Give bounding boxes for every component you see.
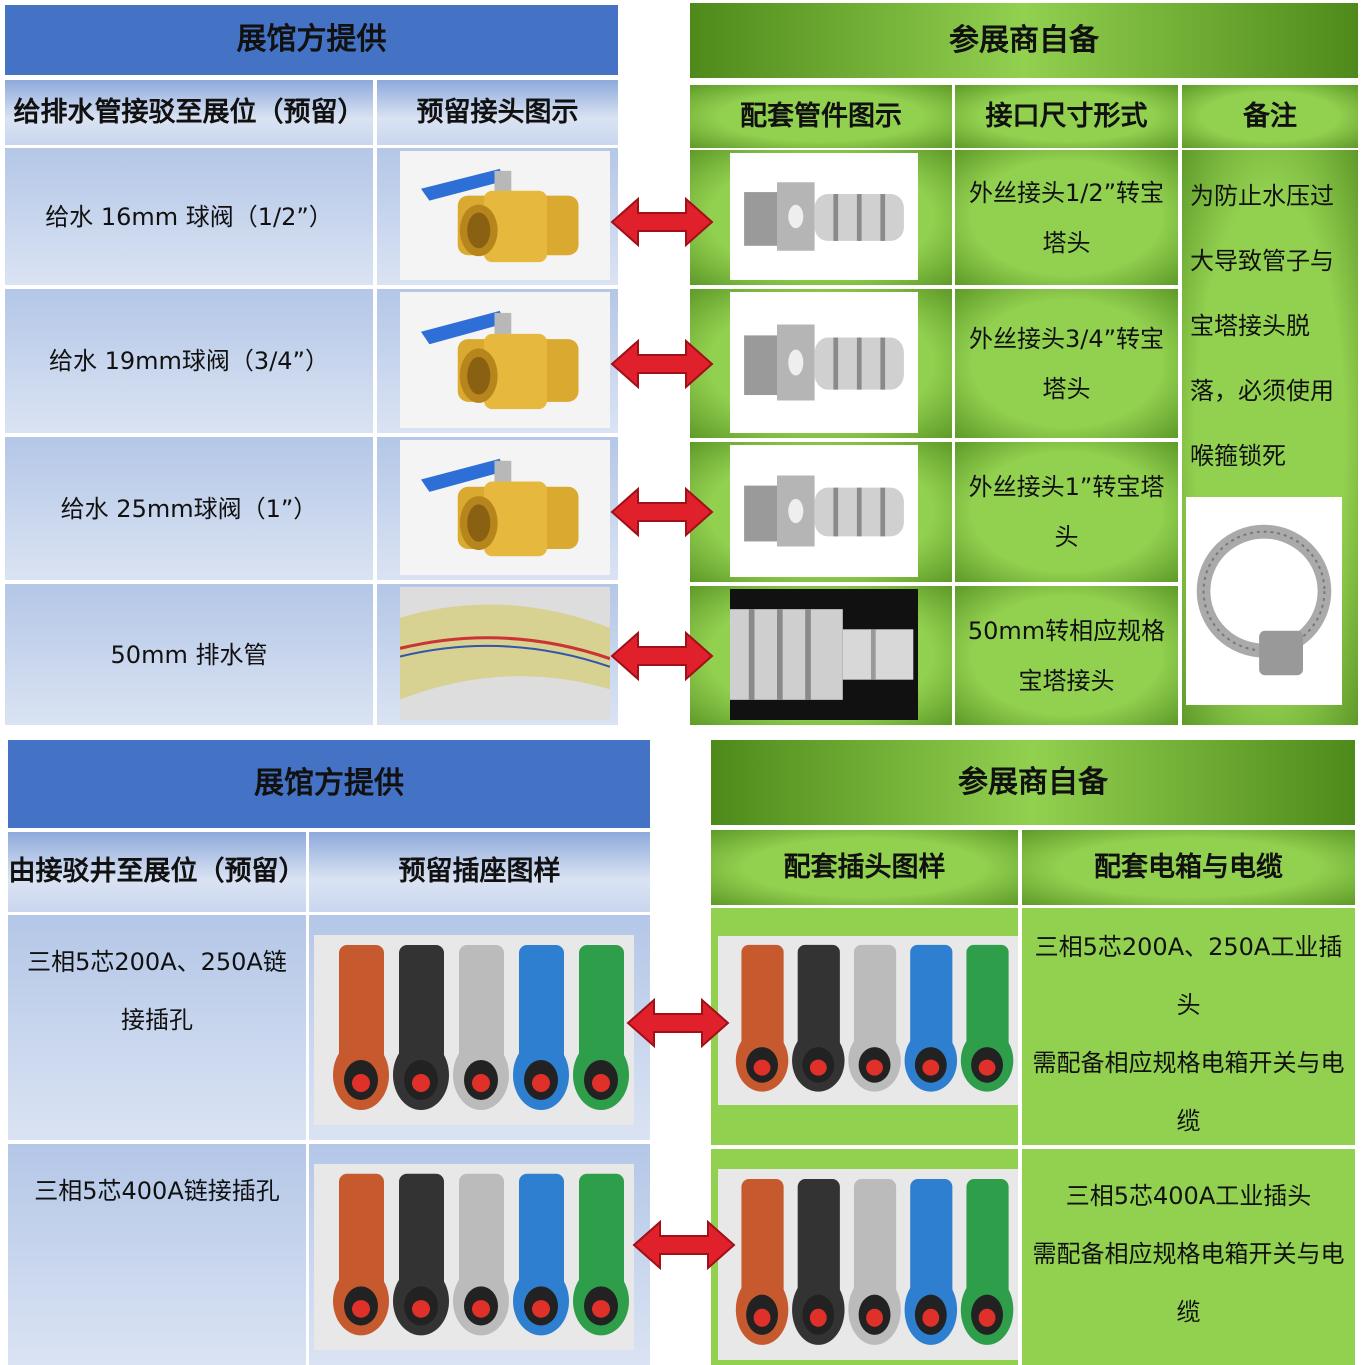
cell-text: 预留接头图示 — [416, 96, 579, 128]
fitting-photo — [730, 445, 918, 577]
cell-text: 参展商自备 — [958, 764, 1108, 800]
pipe-photo — [730, 589, 918, 720]
hose-photo — [400, 587, 610, 720]
double-arrow — [610, 487, 714, 537]
row-label: 三相5芯200A、250A链接插孔 — [8, 915, 306, 1140]
cell-text: 外丝接头1”转宝塔头 — [968, 473, 1165, 551]
valve-photo — [400, 292, 610, 428]
column-header: 接口尺寸形式 — [955, 85, 1178, 148]
spec: 三相5芯400A工业插头需配备相应规格电箱开关与电缆 — [1022, 1149, 1355, 1365]
socket-photo — [314, 935, 634, 1125]
cell-text: 给水 19mm球阀（3/4”） — [49, 347, 329, 375]
cell-text: 需配备相应规格电箱开关与电缆 — [1032, 1240, 1345, 1326]
double-arrow — [610, 196, 714, 247]
column-header: 预留接头图示 — [377, 80, 618, 145]
double-arrow — [632, 1220, 736, 1270]
cell-text: 预留插座图样 — [398, 856, 561, 887]
valve-photo — [400, 440, 610, 575]
cell-text: 配套管件图示 — [740, 100, 902, 132]
row-label: 50mm 排水管 — [5, 584, 373, 725]
spec: 外丝接头3/4”转宝塔头 — [955, 289, 1178, 438]
cell-text: 给水 16mm 球阀（1/2”） — [45, 202, 333, 231]
cell-text: 三相5芯200A、250A工业插头 — [1034, 933, 1343, 1019]
cell-text: 展馆方提供 — [254, 766, 404, 801]
spec: 三相5芯200A、250A工业插头 需配备相应规格电箱开关与电缆 — [1022, 908, 1355, 1145]
double-arrow — [610, 338, 714, 389]
cell-text: 接口尺寸形式 — [985, 100, 1148, 132]
fitting-photo — [730, 153, 918, 280]
spec: 50mm转相应规格宝塔接头 — [955, 586, 1178, 725]
cell-text: 50mm转相应规格宝塔接头 — [967, 616, 1166, 695]
spec: 外丝接头1”转宝塔头 — [955, 442, 1178, 582]
cell-text: 外丝接头3/4”转宝塔头 — [968, 324, 1165, 403]
column-header: 备注 — [1182, 85, 1358, 148]
cell-text: 配套插头图样 — [783, 851, 946, 883]
cell-text: 备注 — [1243, 100, 1297, 132]
row-label: 给水 16mm 球阀（1/2”） — [5, 148, 373, 285]
cell-text: 参展商自备 — [949, 22, 1099, 58]
cell-text: 三相5芯400A链接插孔 — [34, 1177, 280, 1205]
header: 展馆方提供 — [8, 740, 650, 828]
row-label: 给水 25mm球阀（1”） — [5, 437, 373, 580]
hose-clamp-photo — [1186, 497, 1342, 705]
double-arrow — [610, 630, 714, 681]
plug-photo — [718, 1169, 1018, 1360]
cell-text: 50mm 排水管 — [110, 640, 268, 669]
column-header: 配套电箱与电缆 — [1022, 830, 1355, 905]
row-label: 三相5芯400A链接插孔 — [8, 1144, 306, 1365]
fitting-photo — [730, 292, 918, 433]
cell-text: 展馆方提供 — [236, 22, 387, 57]
cell-text: 为防止水压过大导致管子与宝塔接头脱落，必须使用喉箍锁死 — [1190, 182, 1334, 470]
double-arrow — [626, 998, 730, 1048]
cell-text: 给排水管接驳至展位（预留） — [13, 96, 365, 128]
cell-text: 三相5芯200A、250A链接插孔 — [27, 948, 287, 1034]
column-header: 配套管件图示 — [690, 85, 952, 148]
cell-text: 配套电箱与电缆 — [1094, 851, 1283, 883]
row-label: 给水 19mm球阀（3/4”） — [5, 289, 373, 433]
cell-text: 给水 25mm球阀（1”） — [60, 494, 318, 523]
column-header: 由接驳井至展位（预留） — [8, 832, 306, 912]
cell-text: 由接驳井至展位（预留） — [8, 856, 306, 887]
cell-text: 三相5芯400A工业插头 — [1065, 1182, 1312, 1210]
valve-photo — [400, 151, 610, 280]
column-header: 给排水管接驳至展位（预留） — [5, 80, 373, 145]
column-header: 预留插座图样 — [309, 832, 650, 912]
cell-text: 需配备相应规格电箱开关与电缆 — [1032, 1049, 1345, 1135]
header: 展馆方提供 — [5, 5, 618, 75]
plug-photo — [718, 936, 1018, 1105]
socket-photo — [314, 1164, 634, 1350]
header: 参展商自备 — [690, 3, 1358, 78]
cell-text: 外丝接头1/2”转宝塔头 — [968, 178, 1165, 257]
spec: 外丝接头1/2”转宝塔头 — [955, 150, 1178, 285]
column-header: 配套插头图样 — [711, 830, 1018, 905]
header: 参展商自备 — [711, 740, 1355, 825]
